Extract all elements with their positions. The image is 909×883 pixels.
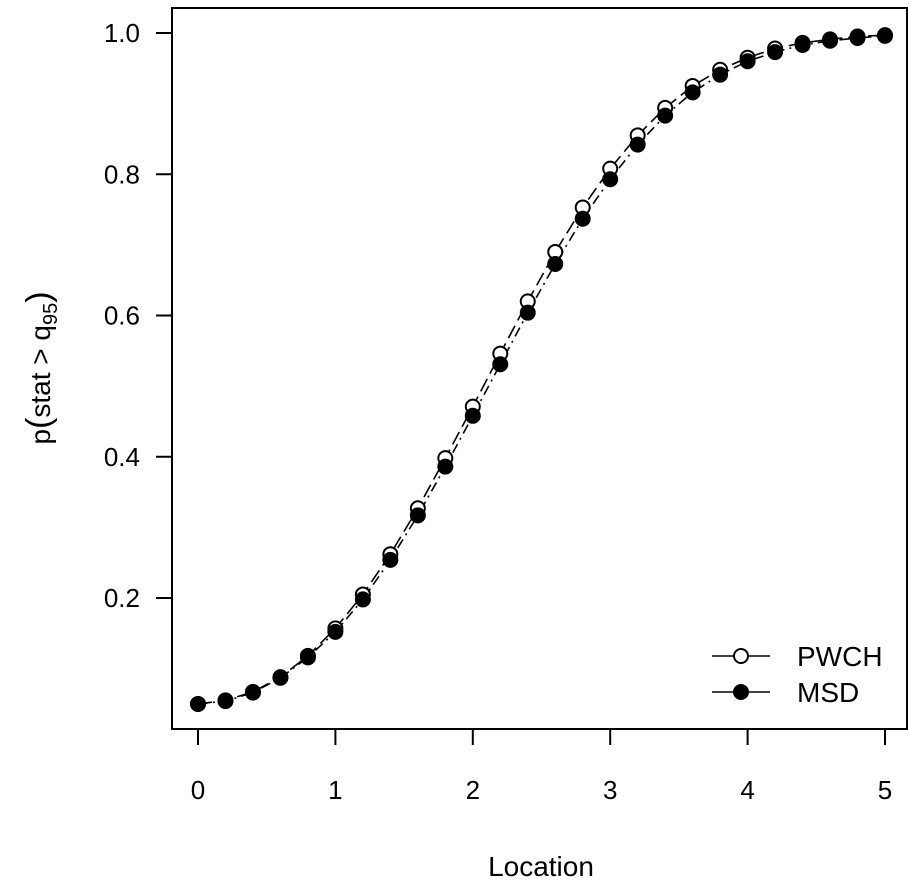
series-line-msd [197, 35, 886, 705]
point-msd [822, 32, 839, 49]
point-msd [712, 66, 729, 83]
point-msd [409, 507, 426, 524]
plot-frame [171, 7, 908, 730]
y-axis-title: p(stat > q95) [20, 291, 62, 444]
x-tick-label: 1 [328, 775, 342, 805]
y-axis-title-open-paren: ( [20, 417, 58, 429]
x-tick-label: 0 [191, 775, 205, 805]
x-tick-label: 2 [466, 775, 480, 805]
legend-marker-msd [733, 684, 749, 700]
y-axis-title-close-paren: ) [20, 291, 58, 302]
legend-marker-pwch [733, 648, 749, 664]
y-ticks: 0.2 0.4 0.6 0.8 1.0 [104, 18, 172, 613]
x-ticks: 0 1 2 3 4 5 [191, 729, 892, 805]
point-msd [574, 210, 591, 227]
point-msd [794, 37, 811, 54]
point-msd [272, 669, 289, 686]
point-msd [877, 27, 893, 44]
point-msd [190, 695, 206, 712]
point-msd [299, 649, 316, 666]
point-msd [739, 53, 756, 70]
point-msd [327, 623, 344, 640]
point-msd [437, 458, 454, 475]
series-points [190, 27, 893, 712]
legend-label-pwch: PWCH [797, 641, 883, 672]
point-msd [602, 171, 619, 188]
series-line-pwch [197, 34, 886, 705]
x-axis-title: Location [488, 851, 594, 882]
y-axis-title-body: stat > q [25, 325, 56, 418]
legend: PWCH MSD [712, 641, 883, 708]
y-tick-label: 0.6 [104, 301, 140, 331]
y-axis-title-prefix: p [25, 429, 56, 445]
y-tick-label: 1.0 [104, 18, 140, 48]
series-lines [197, 34, 886, 705]
point-msd [547, 255, 564, 272]
point-msd [767, 44, 784, 61]
point-msd [217, 693, 234, 710]
point-msd [519, 304, 536, 321]
x-tick-label: 3 [603, 775, 617, 805]
x-tick-label: 5 [878, 775, 892, 805]
point-msd [657, 107, 674, 124]
x-tick-label: 4 [740, 775, 754, 805]
point-msd [492, 356, 509, 373]
point-msd [354, 591, 371, 608]
y-axis-title-subscript: 95 [40, 303, 62, 325]
y-tick-label: 0.2 [104, 583, 140, 613]
point-msd [629, 136, 646, 153]
point-msd [849, 29, 866, 46]
point-msd [382, 551, 399, 568]
point-msd [244, 684, 261, 701]
point-msd [684, 84, 701, 101]
legend-label-msd: MSD [797, 677, 859, 708]
y-tick-label: 0.4 [104, 442, 140, 472]
point-msd [464, 407, 481, 424]
y-tick-label: 0.8 [104, 159, 140, 189]
